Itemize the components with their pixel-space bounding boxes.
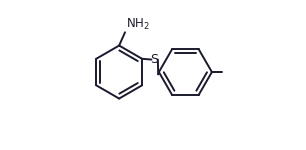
Text: NH$_2$: NH$_2$	[126, 16, 150, 32]
Text: S: S	[151, 53, 159, 66]
